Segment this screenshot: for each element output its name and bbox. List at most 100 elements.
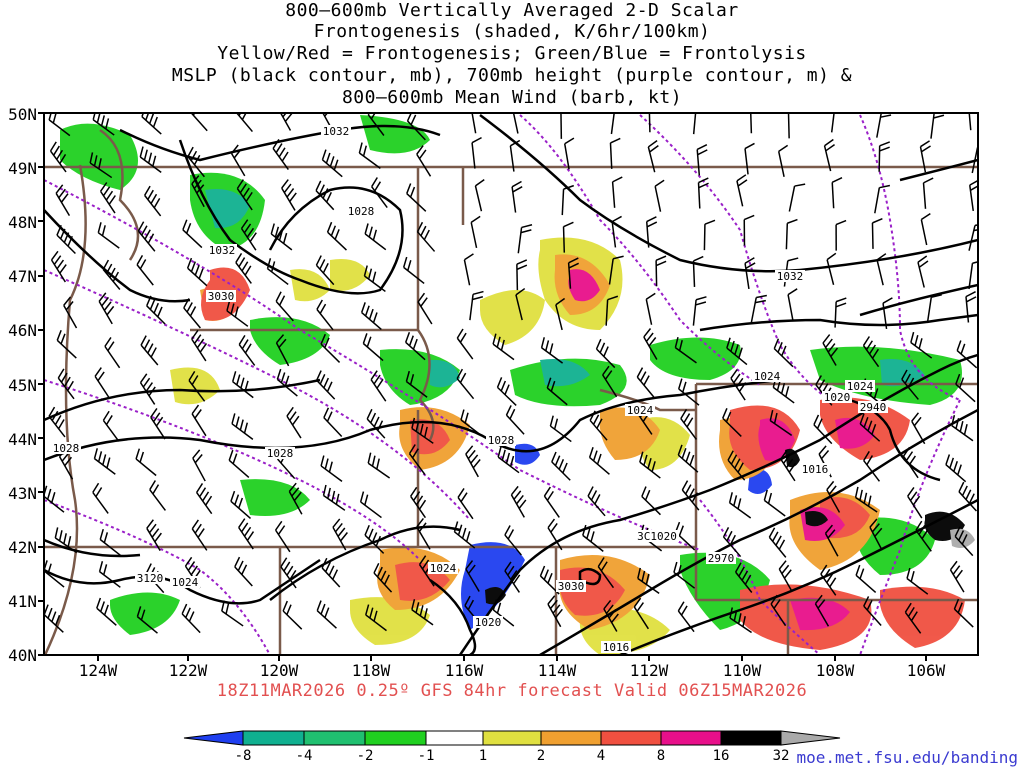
wind-barb: [402, 256, 425, 285]
svg-text:1024: 1024: [172, 576, 199, 589]
colorbar-cell: [303, 730, 366, 746]
lon-label: 114W: [538, 661, 577, 680]
wind-barb: [281, 179, 297, 211]
wind-barb: [785, 218, 798, 250]
wind-barb: [63, 296, 78, 329]
height-label: 3120: [135, 572, 165, 585]
wind-barb: [149, 480, 167, 511]
wind-barb: [136, 255, 154, 286]
mslp-label: 1016: [800, 463, 830, 476]
wind-barb: [813, 414, 833, 445]
wind-barb: [98, 561, 121, 588]
wind-barb: [93, 448, 116, 475]
wind-barb: [404, 331, 426, 361]
lat-label: 46N: [8, 321, 37, 340]
wind-barb: [370, 370, 387, 402]
wind-barb: [358, 142, 381, 169]
wind-barb: [654, 179, 665, 212]
wind-barb: [772, 376, 795, 404]
lon-label: 118W: [352, 661, 391, 680]
wind-barb: [275, 334, 290, 367]
mslp-label: 1028: [486, 434, 516, 447]
wind-barb: [56, 329, 77, 359]
title-line-3: Yellow/Red = Frontogenesis; Green/Blue =…: [217, 43, 807, 64]
wind-barb: [722, 408, 742, 437]
wind-barb: [834, 297, 847, 328]
wind-barb: [104, 337, 121, 369]
wind-barb: [332, 518, 348, 551]
svg-text:1024: 1024: [627, 404, 654, 417]
wind-barb: [238, 335, 256, 366]
wind-barb: [910, 331, 933, 359]
wind-barb: [140, 335, 159, 366]
wind-barb: [922, 177, 934, 209]
wind-barb: [288, 482, 303, 515]
wind-barb: [610, 113, 619, 135]
wind-barb: [316, 299, 334, 331]
wind-barb: [510, 485, 527, 518]
wind-barb: [814, 594, 830, 627]
wind-barb: [722, 527, 742, 558]
wind-barb: [734, 562, 753, 593]
wind-barb: [971, 146, 978, 174]
wind-barb: [191, 175, 205, 208]
svg-text:1028: 1028: [267, 447, 294, 460]
wind-barb: [636, 403, 653, 435]
wind-barb: [321, 149, 343, 178]
wind-barb: [603, 600, 619, 632]
wind-barb: [815, 375, 833, 406]
wind-barb: [539, 565, 560, 595]
wind-barb: [954, 526, 974, 557]
svg-text:1024: 1024: [430, 562, 457, 575]
wind-barb: [680, 409, 697, 440]
wind-barb: [605, 295, 619, 326]
wind-barb: [726, 337, 748, 366]
lon-label: 108W: [816, 661, 855, 680]
wind-barb: [457, 488, 474, 520]
wind-barb: [416, 517, 431, 550]
wind-barb: [904, 602, 922, 634]
wind-barb: [673, 561, 696, 589]
state-borders: [44, 128, 978, 655]
wind-barb: [408, 444, 426, 476]
mslp-label: 1032: [207, 244, 237, 257]
wind-barb: [146, 519, 162, 552]
wind-barb: [456, 368, 475, 400]
wind-barb: [89, 152, 113, 179]
wind-barb: [969, 179, 978, 212]
wind-barb: [697, 177, 709, 209]
wind-barb: [191, 519, 208, 551]
wind-barb: [280, 557, 297, 589]
svg-text:1024: 1024: [754, 370, 781, 383]
wind-barb: [736, 174, 748, 207]
wind-barb: [275, 291, 294, 322]
wind-barb: [92, 482, 109, 514]
wind-barb: [504, 525, 522, 556]
wind-barb: [874, 184, 891, 214]
wind-barb: [655, 255, 667, 287]
title-line-1: 800—600mb Vertically Averaged 2-D Scalar: [285, 0, 739, 21]
wind-barb: [150, 408, 166, 440]
wind-barb: [907, 487, 923, 519]
svg-text:3120: 3120: [137, 572, 164, 585]
wind-barb: [589, 410, 608, 441]
wind-barb: [367, 113, 385, 136]
wind-barb: [567, 257, 580, 289]
wind-barb: [920, 212, 931, 246]
colorbar-cell: [242, 730, 305, 746]
wind-barb: [195, 483, 213, 515]
credit-link[interactable]: moe.met.fsu.edu/banding: [796, 748, 1018, 767]
wind-barb: [822, 334, 839, 366]
wind-barb: [633, 597, 650, 630]
wind-barb: [231, 413, 254, 440]
wind-barb: [777, 144, 789, 177]
wind-barb: [92, 113, 115, 136]
wind-barb: [926, 294, 942, 324]
wind-barb: [824, 524, 839, 557]
wind-barb: [511, 180, 523, 213]
svg-text:2940: 2940: [860, 401, 887, 414]
wind-barb: [863, 450, 881, 482]
wind-barb: [609, 137, 621, 169]
wind-barb: [44, 604, 64, 633]
wind-barb: [276, 368, 298, 397]
